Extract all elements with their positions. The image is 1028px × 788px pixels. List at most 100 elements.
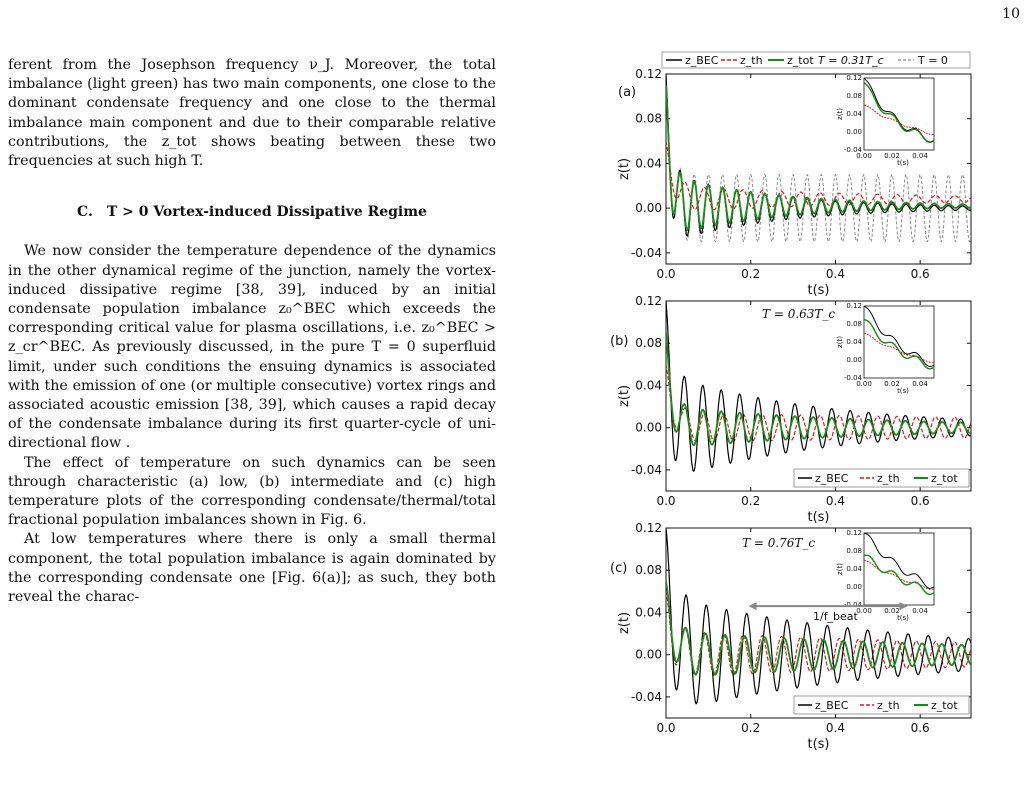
inset-y-tick-label: -0.04 xyxy=(844,146,863,154)
inset-series-z-tot xyxy=(863,554,935,596)
inset-y-label: z(t) xyxy=(836,336,844,348)
y-axis-label: z(t) xyxy=(617,158,632,180)
x-tick-label: 0.4 xyxy=(826,721,845,735)
x-tick-label: 0.0 xyxy=(656,494,675,508)
series-line-z-bec xyxy=(666,528,971,705)
figure-6: z_BEC z_th z_tot T = 0.31T_c T = 0 0.0 0.… xyxy=(596,44,1026,784)
inset-plot: 0.00 0.02 0.040.120.080.040.00-0.04t(s)z(t… xyxy=(836,302,935,395)
y-tick-label: 0.04 xyxy=(635,378,662,392)
y-tick-label: -0.04 xyxy=(631,690,662,704)
panel-tag: (a) xyxy=(618,85,636,100)
inset-series-z-tot xyxy=(863,81,935,144)
legend-tot-label: z_tot xyxy=(787,54,814,67)
x-tick-label: 0.2 xyxy=(741,267,760,281)
paragraph-2: The effect of temperature on such dynami… xyxy=(8,454,496,529)
y-tick-label: -0.04 xyxy=(631,246,662,260)
x-tick-label: 0.2 xyxy=(741,494,760,508)
legend-bec-label: z_BEC xyxy=(685,54,719,67)
inset-y-tick-label: 0.08 xyxy=(846,320,862,328)
beat-period-arrow: 1/f_beat xyxy=(748,602,908,623)
inset-x-tick-label: 0.00 xyxy=(856,380,872,388)
inset-series-z-bec xyxy=(863,532,935,589)
x-tick-label: 0.0 xyxy=(656,267,675,281)
inset-x-label: t(s) xyxy=(897,387,909,395)
inset-y-label: z(t) xyxy=(836,108,844,120)
inset-y-tick-label: 0.12 xyxy=(846,529,862,537)
inset-x-tick-label: 0.04 xyxy=(912,152,928,160)
y-tick-label: 0.00 xyxy=(635,421,662,435)
inset-y-tick-label: 0.00 xyxy=(846,583,862,591)
x-tick-label: 0.6 xyxy=(911,721,930,735)
inset-y-tick-label: 0.12 xyxy=(846,302,862,310)
inset-x-label: t(s) xyxy=(897,159,909,167)
page-number: 10 xyxy=(1002,6,1020,22)
y-tick-label: 0.08 xyxy=(635,336,662,350)
y-tick-label: 0.04 xyxy=(635,605,662,619)
y-tick-label: -0.04 xyxy=(631,463,662,477)
inset-y-tick-label: 0.04 xyxy=(846,338,862,346)
legend-label: z_tot xyxy=(931,699,958,712)
inset-y-tick-label: 0.08 xyxy=(846,92,862,100)
section-label: C. xyxy=(77,204,93,221)
y-tick-label: 0.12 xyxy=(635,294,662,308)
series-line-z-tot xyxy=(666,580,971,676)
beat-label: 1/f_beat xyxy=(813,610,859,623)
panel-tag: (b) xyxy=(610,334,628,349)
axes-frame xyxy=(665,300,972,492)
inset-frame xyxy=(863,77,935,151)
legend-box xyxy=(793,468,970,488)
temperature-annotation: T = 0.76T_c xyxy=(742,536,815,550)
inset-series-z-tot xyxy=(863,318,935,370)
x-tick-label: 0.0 xyxy=(656,721,675,735)
y-tick-label: 0.00 xyxy=(635,648,662,662)
panel-tag: (c) xyxy=(610,561,627,576)
inset-x-tick-label: 0.00 xyxy=(856,152,872,160)
inset-y-tick-label: 0.04 xyxy=(846,565,862,573)
x-tick-label: 0.6 xyxy=(911,267,930,281)
y-tick-label: 0.12 xyxy=(635,521,662,535)
legend-top: z_BEC z_th z_tot T = 0.31T_c T = 0 xyxy=(661,51,971,69)
x-tick-label: 0.4 xyxy=(826,267,845,281)
left-text-column: ferent from the Josephson frequency ν_J.… xyxy=(8,56,496,607)
x-axis-label: t(s) xyxy=(807,737,829,752)
y-tick-label: 0.12 xyxy=(635,67,662,81)
paragraph-1: We now consider the temperature dependen… xyxy=(8,243,496,452)
legend-label: z_th xyxy=(877,699,900,712)
legend-box xyxy=(793,695,970,715)
chart-panel-a: 0.0 0.2 0.4 0.60.120.080.040.00-0.04t(s)z(t… xyxy=(617,67,972,298)
legend-label: z_BEC xyxy=(815,699,849,712)
series-line-z-tot xyxy=(666,85,971,232)
legend-bottom: z_BEC z_th z_tot xyxy=(793,468,970,488)
inset-y-label: z(t) xyxy=(836,563,844,575)
chart-panel-b: 0.0 0.2 0.4 0.60.120.080.040.00-0.04t(s)z(t… xyxy=(610,294,972,525)
inset-x-tick-label: 0.02 xyxy=(884,152,900,160)
y-tick-label: 0.04 xyxy=(635,156,662,170)
y-tick-label: 0.08 xyxy=(635,563,662,577)
inset-frame xyxy=(863,305,935,379)
x-tick-label: 0.6 xyxy=(911,494,930,508)
inset-y-tick-label: 0.12 xyxy=(846,74,862,82)
y-tick-label: 0.00 xyxy=(635,201,662,215)
figure-svg: z_BEC z_th z_tot T = 0.31T_c T = 0 0.0 0.… xyxy=(610,51,972,752)
inset-series-z-bec xyxy=(863,305,935,367)
inset-plot: 0.00 0.02 0.040.120.080.040.00-0.04t(s)z(t… xyxy=(836,529,935,622)
inset-x-tick-label: 0.04 xyxy=(912,380,928,388)
series-line-z-tot xyxy=(666,332,971,447)
series-line-z-th xyxy=(666,591,971,677)
chart-panel-c: 0.0 0.2 0.4 0.60.120.080.040.00-0.04t(s)z(t… xyxy=(610,521,972,752)
arrow-head-right xyxy=(899,602,908,611)
inset-y-tick-label: -0.04 xyxy=(844,601,863,609)
paragraph-3: At low temperatures where there is only … xyxy=(8,531,496,606)
inset-y-tick-label: 0.04 xyxy=(846,110,862,118)
arrow-head-left xyxy=(748,602,757,611)
axes-frame xyxy=(665,527,972,719)
legend-label: z_th xyxy=(877,472,900,485)
inset-y-tick-label: 0.00 xyxy=(846,128,862,136)
inset-y-tick-label: 0.08 xyxy=(846,547,862,555)
y-axis-label: z(t) xyxy=(617,385,632,407)
section-title: T > 0 Vortex-induced Dissipative Regime xyxy=(106,204,427,221)
legend-label: z_BEC xyxy=(815,472,849,485)
inset-x-tick-label: 0.02 xyxy=(884,380,900,388)
inset-plot: 0.00 0.02 0.040.120.080.040.00-0.04t(s)z(t… xyxy=(836,74,935,167)
inset-x-tick-label: 0.02 xyxy=(884,607,900,615)
